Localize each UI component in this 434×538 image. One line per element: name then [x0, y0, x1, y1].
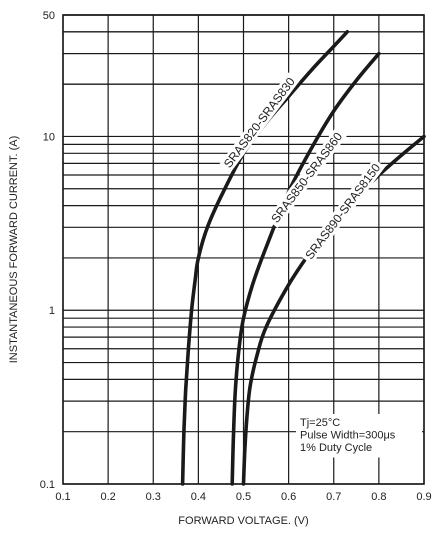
annotation-line: Tj=25°C [300, 417, 340, 429]
x-tick-label: 0.2 [100, 491, 115, 503]
x-tick-label: 0.6 [281, 491, 296, 503]
x-axis-title: FORWARD VOLTAGE. (V) [178, 515, 308, 527]
x-tick-label: 0.7 [326, 491, 341, 503]
series-line [180, 30, 350, 486]
annotation-line: 1% Duty Cycle [300, 442, 372, 454]
annotation-background [296, 414, 422, 458]
x-tick-label: 0.1 [55, 491, 70, 503]
x-tick-label: 0.3 [146, 491, 161, 503]
series-line [230, 51, 381, 486]
y-tick-label: 10 [43, 131, 55, 143]
x-tick-label: 0.5 [236, 491, 251, 503]
grid [62, 14, 425, 485]
series-label: SRAS820-SRAS830 [218, 72, 300, 173]
x-tick-label: 0.8 [371, 491, 386, 503]
x-tick-labels: 0.1 0.2 0.3 0.4 0.5 0.6 0.7 0.8 0.9 [55, 491, 431, 503]
series-label-background [218, 72, 300, 173]
y-tick-label: 0.1 [40, 479, 55, 491]
y-tick-label: 1 [49, 305, 55, 317]
series-label-background [300, 158, 386, 265]
annotation-line: Pulse Width=300μs [300, 430, 396, 442]
y-tick-label: 50 [43, 10, 55, 22]
x-tick-label: 0.9 [416, 491, 431, 503]
series-label-text: SRAS820-SRAS830 [221, 75, 298, 171]
series-label-background [266, 127, 348, 228]
y-axis-title: INSTANTANEOUS FORWARD CURRENT. (A) [8, 136, 20, 364]
x-tick-label: 0.4 [191, 491, 206, 503]
y-tick-labels: 0.1 1 10 50 [40, 10, 55, 491]
